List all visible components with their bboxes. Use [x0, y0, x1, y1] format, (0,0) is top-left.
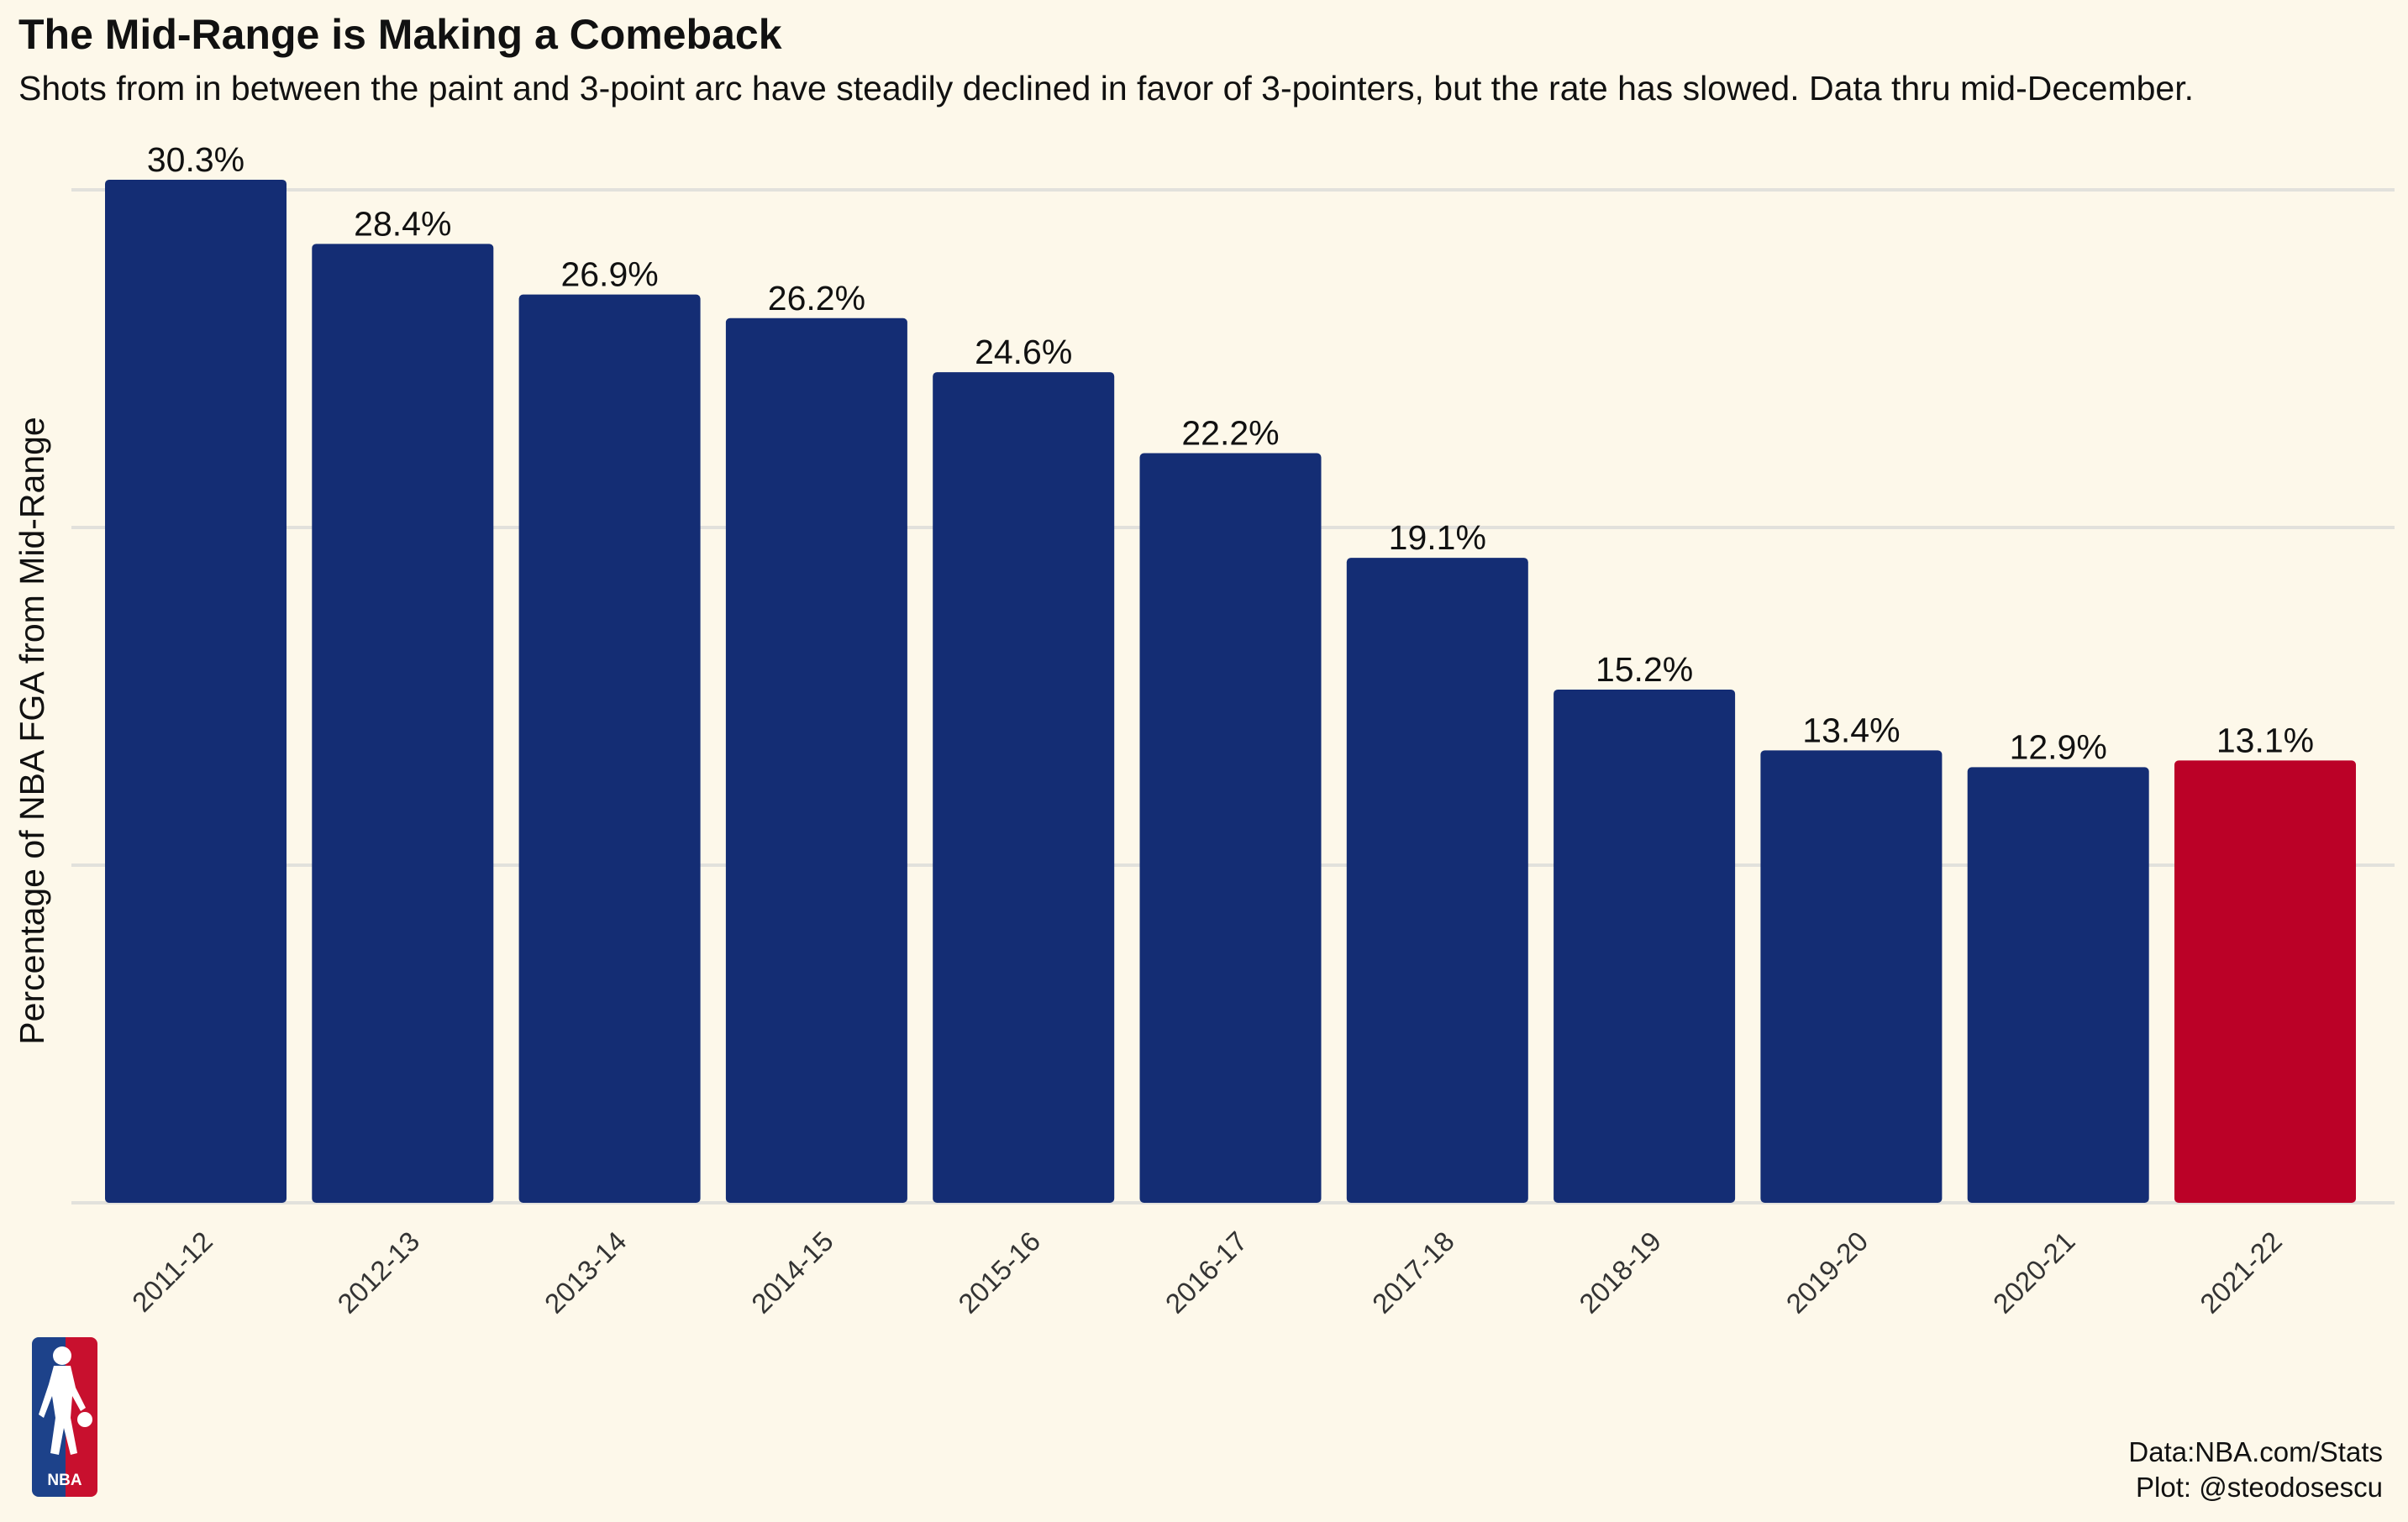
logo-text: NBA [47, 1472, 81, 1489]
plot-author-credit: Plot: @steodosescu [2136, 1472, 2383, 1503]
credits: Data:NBA.com/Stats Plot: @steodosescu [2128, 1435, 2383, 1505]
data-label-2012-13: 28.4% [354, 204, 451, 243]
chart-title: The Mid-Range is Making a Comeback [18, 11, 782, 58]
data-label-2016-17: 22.2% [1181, 414, 1279, 453]
bar-2017-18 [1346, 558, 1528, 1203]
data-label-2018-19: 15.2% [1596, 650, 1693, 689]
x-tick-2019-20: 2019-20 [1780, 1225, 1874, 1320]
x-tick-2017-18: 2017-18 [1366, 1225, 1460, 1320]
x-tick-2011-12: 2011-12 [126, 1225, 218, 1318]
y-axis-title: Percentage of NBA FGA from Mid-Range [13, 417, 51, 1044]
data-label-2013-14: 26.9% [560, 255, 658, 294]
x-tick-2020-21: 2020-21 [1987, 1225, 2081, 1320]
data-label-2014-15: 26.2% [768, 279, 865, 318]
bar-2013-14 [518, 294, 701, 1203]
bar-2018-19 [1554, 689, 1736, 1203]
nba-logo-icon: NBA [32, 1337, 97, 1497]
data-labels: 30.3% 28.4% 26.9% 26.2% 24.6% 22.2% 19.1% 15.2%… [147, 140, 2314, 766]
logo-player-silhouette [39, 1346, 92, 1455]
data-label-2015-16: 24.6% [975, 333, 1072, 371]
bar-2011-12 [105, 179, 287, 1204]
data-source-credit: Data:NBA.com/Stats [2128, 1436, 2383, 1467]
bars [105, 179, 2356, 1204]
bar-2020-21 [1967, 767, 2149, 1203]
data-label-2020-21: 12.9% [2010, 727, 2107, 766]
data-label-2011-12: 30.3% [147, 140, 244, 179]
x-tick-2018-19: 2018-19 [1573, 1225, 1667, 1320]
x-tick-2016-17: 2016-17 [1159, 1225, 1254, 1320]
x-tick-labels: 2011-12 2012-13 2013-14 2014-15 2015-16 2016-… [126, 1225, 2288, 1320]
x-tick-2014-15: 2014-15 [745, 1225, 839, 1320]
chart-subtitle: Shots from in between the paint and 3-po… [18, 69, 2194, 108]
x-tick-2021-22: 2021-22 [2194, 1225, 2288, 1320]
bar-2012-13 [312, 244, 494, 1203]
bar-2015-16 [933, 372, 1115, 1204]
x-tick-2013-14: 2013-14 [539, 1225, 633, 1320]
x-tick-2015-16: 2015-16 [952, 1225, 1046, 1320]
data-label-2017-18: 19.1% [1389, 518, 1486, 557]
x-tick-2012-13: 2012-13 [331, 1225, 425, 1320]
bar-2021-22 [2174, 760, 2356, 1203]
data-label-2021-22: 13.1% [2216, 721, 2314, 759]
bar-2014-15 [725, 318, 907, 1203]
bar-2019-20 [1760, 750, 1943, 1203]
data-label-2019-20: 13.4% [1802, 711, 1900, 749]
bar-2016-17 [1139, 453, 1322, 1203]
